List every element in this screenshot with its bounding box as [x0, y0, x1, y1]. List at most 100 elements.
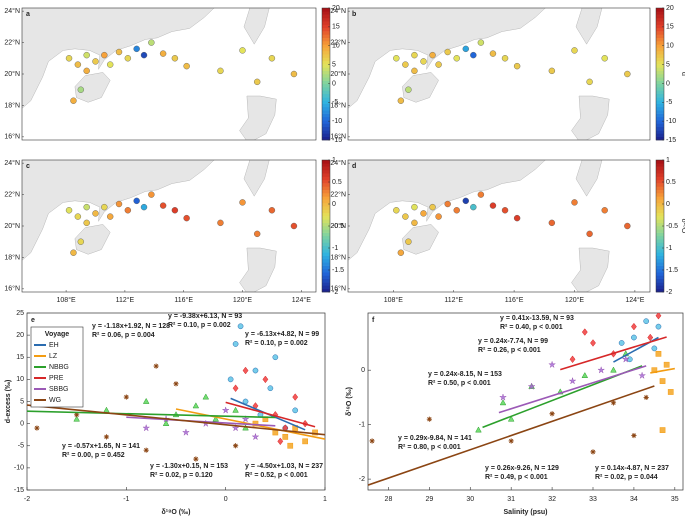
colorbar-cell — [322, 202, 330, 207]
point — [162, 419, 170, 426]
y-tick-label: -2 — [359, 476, 365, 483]
station — [393, 55, 400, 62]
station — [489, 202, 497, 209]
point — [292, 407, 299, 414]
colorbar-cell — [322, 50, 330, 55]
colorbar-cell — [322, 169, 330, 174]
colorbar-cell — [322, 37, 330, 42]
colorbar-cell — [656, 245, 664, 250]
colorbar-tick-label: 10 — [666, 43, 674, 50]
station — [453, 207, 460, 214]
point — [651, 345, 658, 352]
map-land — [348, 8, 610, 140]
colorbar-cell — [656, 44, 664, 48]
point — [292, 393, 299, 401]
land — [575, 8, 603, 45]
colorbar-cell — [322, 160, 330, 164]
point — [252, 420, 259, 427]
x-tick-label: 28 — [385, 496, 393, 503]
colorbar-cell — [656, 216, 664, 220]
point — [643, 394, 649, 401]
point — [153, 363, 159, 369]
point — [499, 399, 507, 406]
point — [655, 350, 662, 357]
y-tick-label: 25 — [16, 310, 24, 317]
colorbar-cell — [322, 229, 330, 233]
annotation: y = 0.26x-9.26, N = 129 — [485, 465, 559, 472]
colorbar-cell — [322, 275, 330, 280]
colorbar-cell — [656, 202, 664, 207]
colorbar-cell — [656, 232, 664, 237]
point — [618, 340, 625, 346]
legend-label: LZ — [49, 353, 58, 360]
legend-label: EH — [49, 342, 59, 349]
colorbar-cell — [322, 186, 330, 190]
colorbar-cell — [656, 222, 664, 227]
station — [489, 50, 497, 57]
plot-area — [27, 323, 325, 462]
colorbar-cell — [322, 212, 330, 217]
point — [232, 406, 239, 413]
colorbar-cell — [322, 179, 330, 184]
station — [70, 249, 77, 256]
point — [282, 434, 289, 440]
colorbar-cell — [322, 288, 330, 293]
x-tick-label: 33 — [589, 496, 597, 503]
legend-label: SBBG — [49, 386, 68, 393]
colorbar-cell — [656, 17, 664, 22]
colorbar-cell — [656, 37, 664, 42]
point — [143, 447, 149, 453]
fit-line — [225, 401, 316, 428]
colorbar-cell — [322, 17, 330, 22]
point — [212, 415, 220, 422]
point — [232, 341, 239, 347]
x-tick-label: 30 — [466, 496, 474, 503]
annotation: R² = 0.40, p < 0.001 — [500, 324, 563, 331]
annotation: R² = 0.26, p < 0.001 — [478, 347, 541, 354]
colorbar-cell — [656, 113, 664, 118]
colorbar-cell — [322, 196, 330, 200]
point — [233, 443, 239, 449]
colorbar-cell — [656, 186, 664, 190]
point — [568, 376, 577, 385]
colorbar-cell — [322, 183, 330, 187]
land — [348, 8, 546, 109]
plot-frame — [367, 312, 684, 491]
station — [83, 67, 90, 75]
point — [663, 361, 670, 368]
colorbar-cell — [656, 176, 664, 181]
colorbar-cell — [656, 242, 664, 247]
x-tick-label: 31 — [507, 496, 515, 503]
point — [655, 323, 662, 330]
station — [217, 67, 224, 75]
annotation: y = -0.57x+1.65, N = 141 — [62, 443, 140, 450]
x-tick-label: 108°E — [384, 296, 403, 304]
colorbar-cell — [322, 93, 330, 98]
x-tick-label: -2 — [24, 496, 30, 503]
point — [548, 360, 557, 369]
station — [101, 51, 108, 59]
station — [106, 213, 114, 220]
station — [77, 86, 85, 93]
colorbar-cell — [322, 77, 330, 81]
annotation: y = -1.18x+1.92, N = 128 — [92, 323, 170, 330]
station — [140, 51, 148, 59]
colorbar-cell — [656, 239, 664, 243]
annotation: R² = 0.00, p = 0.452 — [62, 452, 125, 459]
colorbar-cell — [656, 74, 664, 78]
x-tick-label: 124°E — [625, 296, 644, 304]
point — [581, 328, 588, 336]
colorbar-tick-label: -2 — [332, 289, 338, 296]
colorbar-cell — [656, 268, 664, 273]
colorbar-tick-label: 20 — [666, 5, 674, 12]
colorbar-cell — [322, 216, 330, 220]
station — [513, 214, 521, 222]
annotation: R² = 0.06, p = 0.004 — [92, 332, 155, 339]
colorbar-cell — [656, 133, 664, 137]
station — [268, 207, 276, 214]
station — [101, 203, 108, 211]
colorbar-cell — [322, 107, 330, 111]
point — [369, 438, 375, 444]
colorbar-cell — [322, 14, 330, 19]
colorbar-frame — [655, 7, 665, 141]
